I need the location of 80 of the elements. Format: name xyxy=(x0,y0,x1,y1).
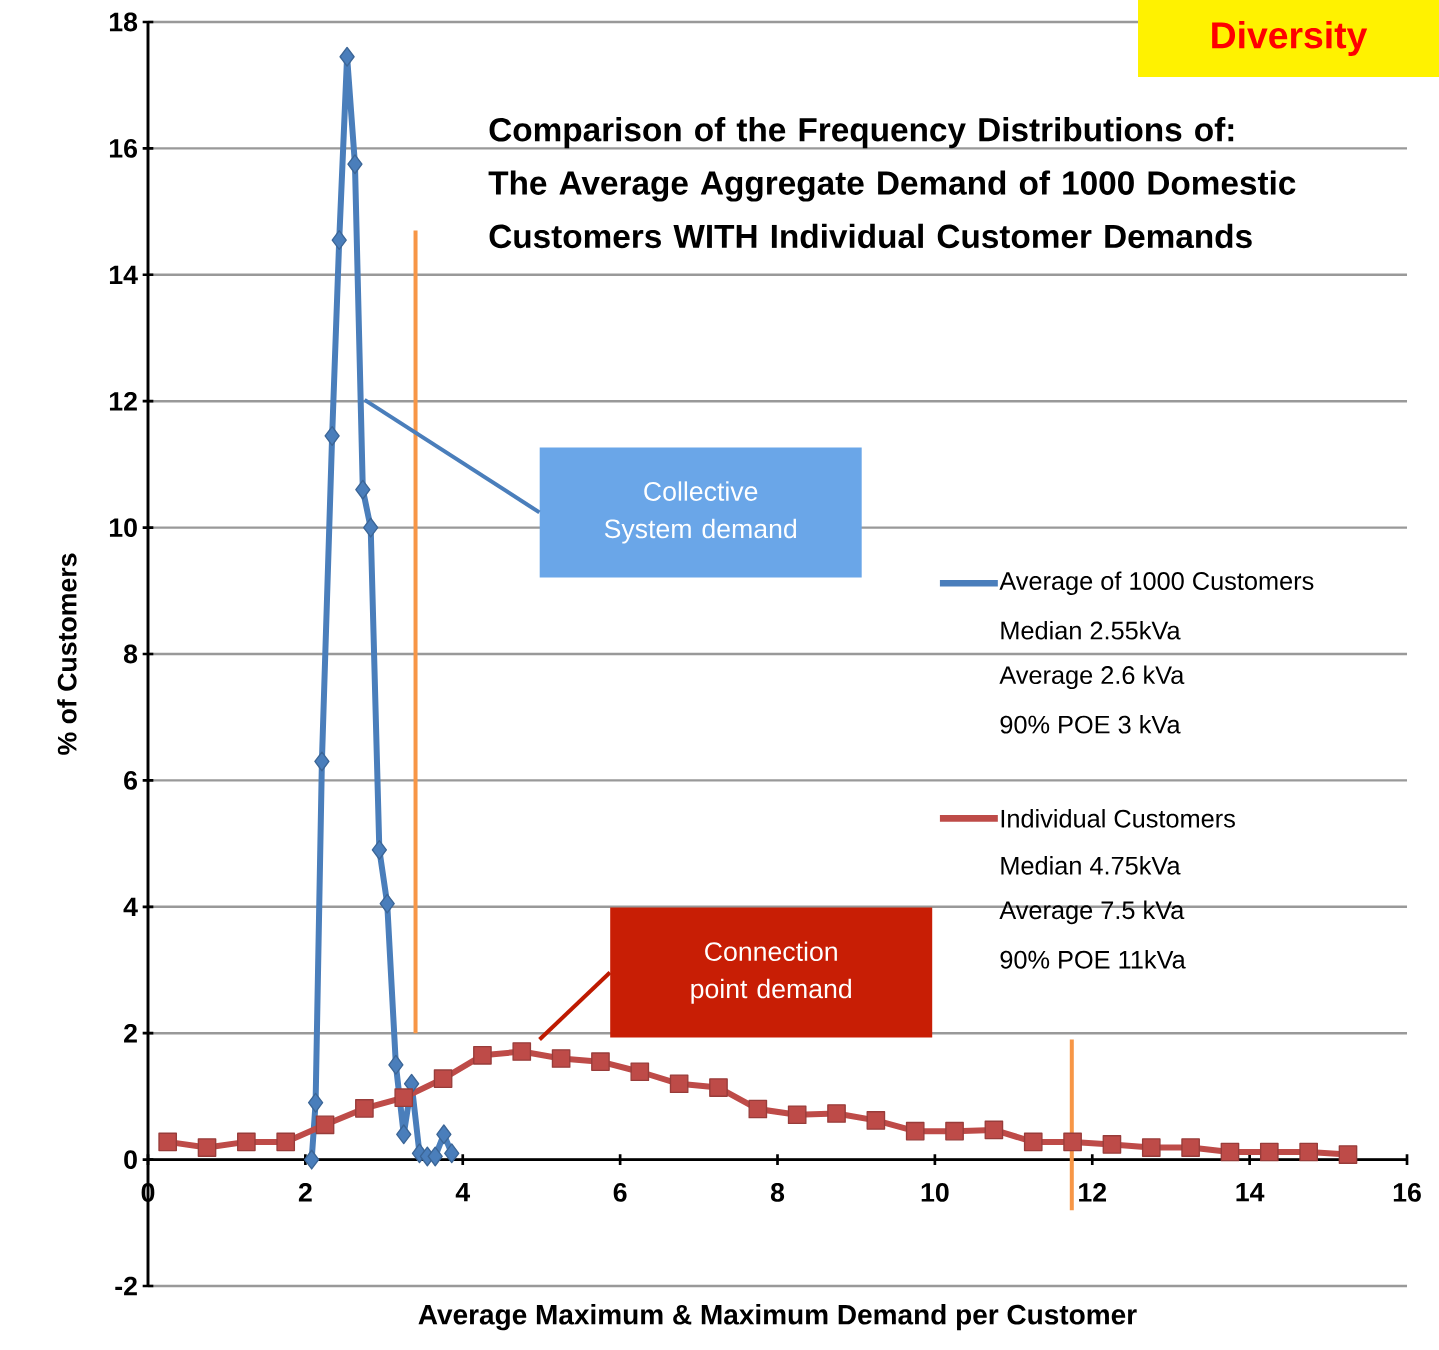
point xyxy=(427,1146,443,1167)
annotation: Median 2.55kVa xyxy=(1001,620,1181,640)
point xyxy=(444,1143,460,1164)
y-tick-label: 4 xyxy=(123,897,138,916)
point xyxy=(158,1132,178,1152)
point xyxy=(1141,1138,1161,1157)
point xyxy=(1299,1142,1318,1162)
point xyxy=(314,751,330,772)
point xyxy=(1181,1138,1200,1157)
text: Comparison of the Frequency Distributions of: The Average Aggregate Demand of 1000 Domestic Customers WITH Individual Customer Demands xyxy=(488,117,1296,249)
point xyxy=(905,1121,925,1141)
point xyxy=(473,1045,492,1065)
x-tick-label: 2 xyxy=(298,1182,312,1202)
point xyxy=(331,230,347,251)
y-tick-label: 12 xyxy=(109,391,137,411)
point xyxy=(355,1099,374,1118)
legend-label: Average of 1000 Customers xyxy=(999,571,1314,595)
point xyxy=(827,1104,846,1123)
annotation: Average 2.6 kVa xyxy=(999,665,1185,690)
y-tick-label: 0 xyxy=(124,1150,137,1170)
x-tick-label: 14 xyxy=(1236,1182,1265,1202)
point xyxy=(396,1124,412,1145)
y-tick-label: 16 xyxy=(109,138,137,158)
x-tick-label: 10 xyxy=(921,1182,949,1202)
point xyxy=(394,1088,414,1107)
point xyxy=(197,1138,217,1157)
x-tick-label: 12 xyxy=(1079,1182,1107,1202)
annotation: Median 4.75kVa xyxy=(1001,856,1181,875)
point xyxy=(1023,1132,1043,1152)
y-tick-label: 18 xyxy=(109,12,138,32)
point xyxy=(787,1105,807,1125)
point xyxy=(1063,1132,1082,1152)
y-tick-label: 2 xyxy=(124,1023,137,1043)
point xyxy=(984,1120,1004,1140)
point xyxy=(339,46,355,67)
point xyxy=(355,479,371,500)
point xyxy=(1338,1145,1358,1164)
point xyxy=(945,1121,964,1141)
point xyxy=(1220,1142,1240,1162)
point xyxy=(276,1132,296,1152)
x-tick-label: 6 xyxy=(613,1182,627,1202)
point xyxy=(388,1054,404,1075)
annotation: 90% POE 11kVa xyxy=(1000,950,1186,969)
annotation: Average 7.5 kVa xyxy=(999,900,1185,925)
x-tick-label: 16 xyxy=(1393,1182,1421,1202)
point xyxy=(371,839,388,860)
annotation: Connection point demand xyxy=(691,941,851,1004)
annotation: Collective System demand xyxy=(604,481,797,544)
point xyxy=(324,425,340,446)
point xyxy=(237,1132,256,1152)
annotation: Diversity xyxy=(1212,21,1368,56)
y-tick-label: 6 xyxy=(124,770,137,790)
point xyxy=(1259,1142,1279,1162)
annotation: 90% POE 3 kVa xyxy=(1000,714,1181,734)
point xyxy=(512,1042,532,1061)
point xyxy=(1102,1135,1122,1154)
point xyxy=(433,1069,453,1089)
x-tick-label: 8 xyxy=(770,1182,785,1202)
y-tick-label: 10 xyxy=(109,518,137,538)
y-axis-title: % of Customers xyxy=(57,553,77,755)
point xyxy=(347,154,363,175)
x-axis-title: Average Maximum & Maximum Demand per Customer xyxy=(418,1304,1137,1331)
point xyxy=(709,1078,728,1097)
point xyxy=(315,1115,335,1135)
x-tick-label: 4 xyxy=(455,1182,471,1202)
point xyxy=(307,1092,324,1113)
point xyxy=(630,1062,650,1082)
legend-label: Individual Customers xyxy=(1001,809,1235,828)
point xyxy=(669,1074,689,1094)
point xyxy=(379,893,395,914)
y-tick-label: 14 xyxy=(109,265,138,284)
point xyxy=(436,1124,452,1145)
point xyxy=(363,517,379,538)
point xyxy=(866,1111,886,1130)
point xyxy=(304,1149,320,1170)
y-tick-label: 8 xyxy=(123,644,138,664)
point xyxy=(748,1099,768,1119)
point xyxy=(591,1052,610,1071)
point xyxy=(551,1049,571,1068)
y-tick-label: -2 xyxy=(115,1276,137,1296)
